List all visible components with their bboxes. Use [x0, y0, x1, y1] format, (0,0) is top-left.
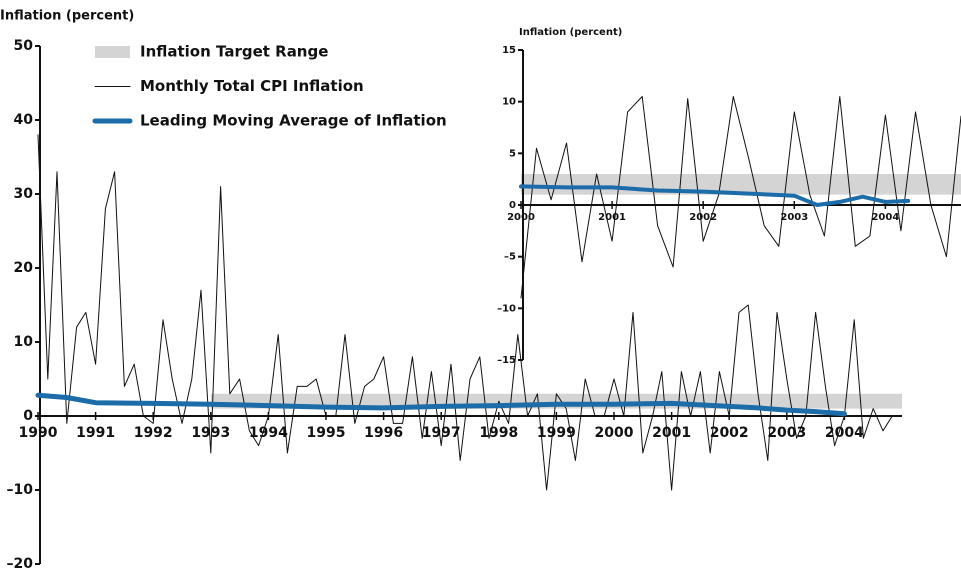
x-tick-label: 1994	[249, 425, 288, 441]
y-tick-label: –15	[497, 355, 516, 366]
axis-title: Inflation (percent)	[519, 27, 622, 38]
moving-average-line	[519, 184, 911, 207]
x-tick-label: 1995	[307, 425, 346, 441]
x-tick-label: 2000	[507, 212, 535, 223]
legend-swatch	[95, 46, 130, 58]
y-tick-label: 30	[14, 186, 34, 202]
x-tick-label: 2004	[825, 425, 864, 441]
y-tick-label: –5	[504, 252, 516, 263]
x-tick-label: 2002	[689, 212, 717, 223]
y-tick-label: 15	[502, 45, 516, 56]
x-tick-label: 1992	[134, 425, 173, 441]
x-tick-label: 2000	[595, 425, 634, 441]
x-tick-label: 2001	[598, 212, 626, 223]
x-tick-label: 1998	[479, 425, 518, 441]
x-tick-label: 2003	[767, 425, 806, 441]
y-tick-label: 40	[14, 112, 34, 128]
y-tick-label: –10	[497, 303, 516, 314]
moving-average-line	[35, 392, 847, 417]
x-tick-label: 1993	[191, 425, 230, 441]
x-tick-label: 1996	[364, 425, 403, 441]
y-tick-label: 5	[509, 148, 516, 159]
y-tick-label: 20	[14, 260, 34, 276]
y-tick-label: 10	[14, 334, 34, 350]
x-tick-label: 2001	[652, 425, 691, 441]
y-tick-label: 10	[502, 97, 516, 108]
legend-label: Monthly Total CPI Inflation	[140, 77, 364, 95]
x-tick-label: 1991	[76, 425, 115, 441]
x-tick-label: 2004	[871, 212, 899, 223]
y-tick-label: 0	[509, 200, 516, 211]
x-tick-label: 2003	[780, 212, 808, 223]
y-tick-label: 50	[14, 38, 34, 54]
cpi-line	[520, 96, 961, 299]
legend-label: Leading Moving Average of Inflation	[140, 112, 447, 130]
y-tick-label: –10	[7, 482, 34, 498]
x-tick-label: 1990	[19, 425, 58, 441]
x-tick-label: 2002	[710, 425, 749, 441]
x-tick-label: 1997	[422, 425, 461, 441]
legend-label: Inflation Target Range	[140, 43, 328, 61]
axis-title: Inflation (percent)	[0, 9, 134, 24]
x-tick-label: 1999	[537, 425, 576, 441]
y-tick-label: 0	[23, 408, 33, 424]
cpi-line	[37, 134, 893, 491]
y-tick-label: –20	[7, 556, 34, 572]
